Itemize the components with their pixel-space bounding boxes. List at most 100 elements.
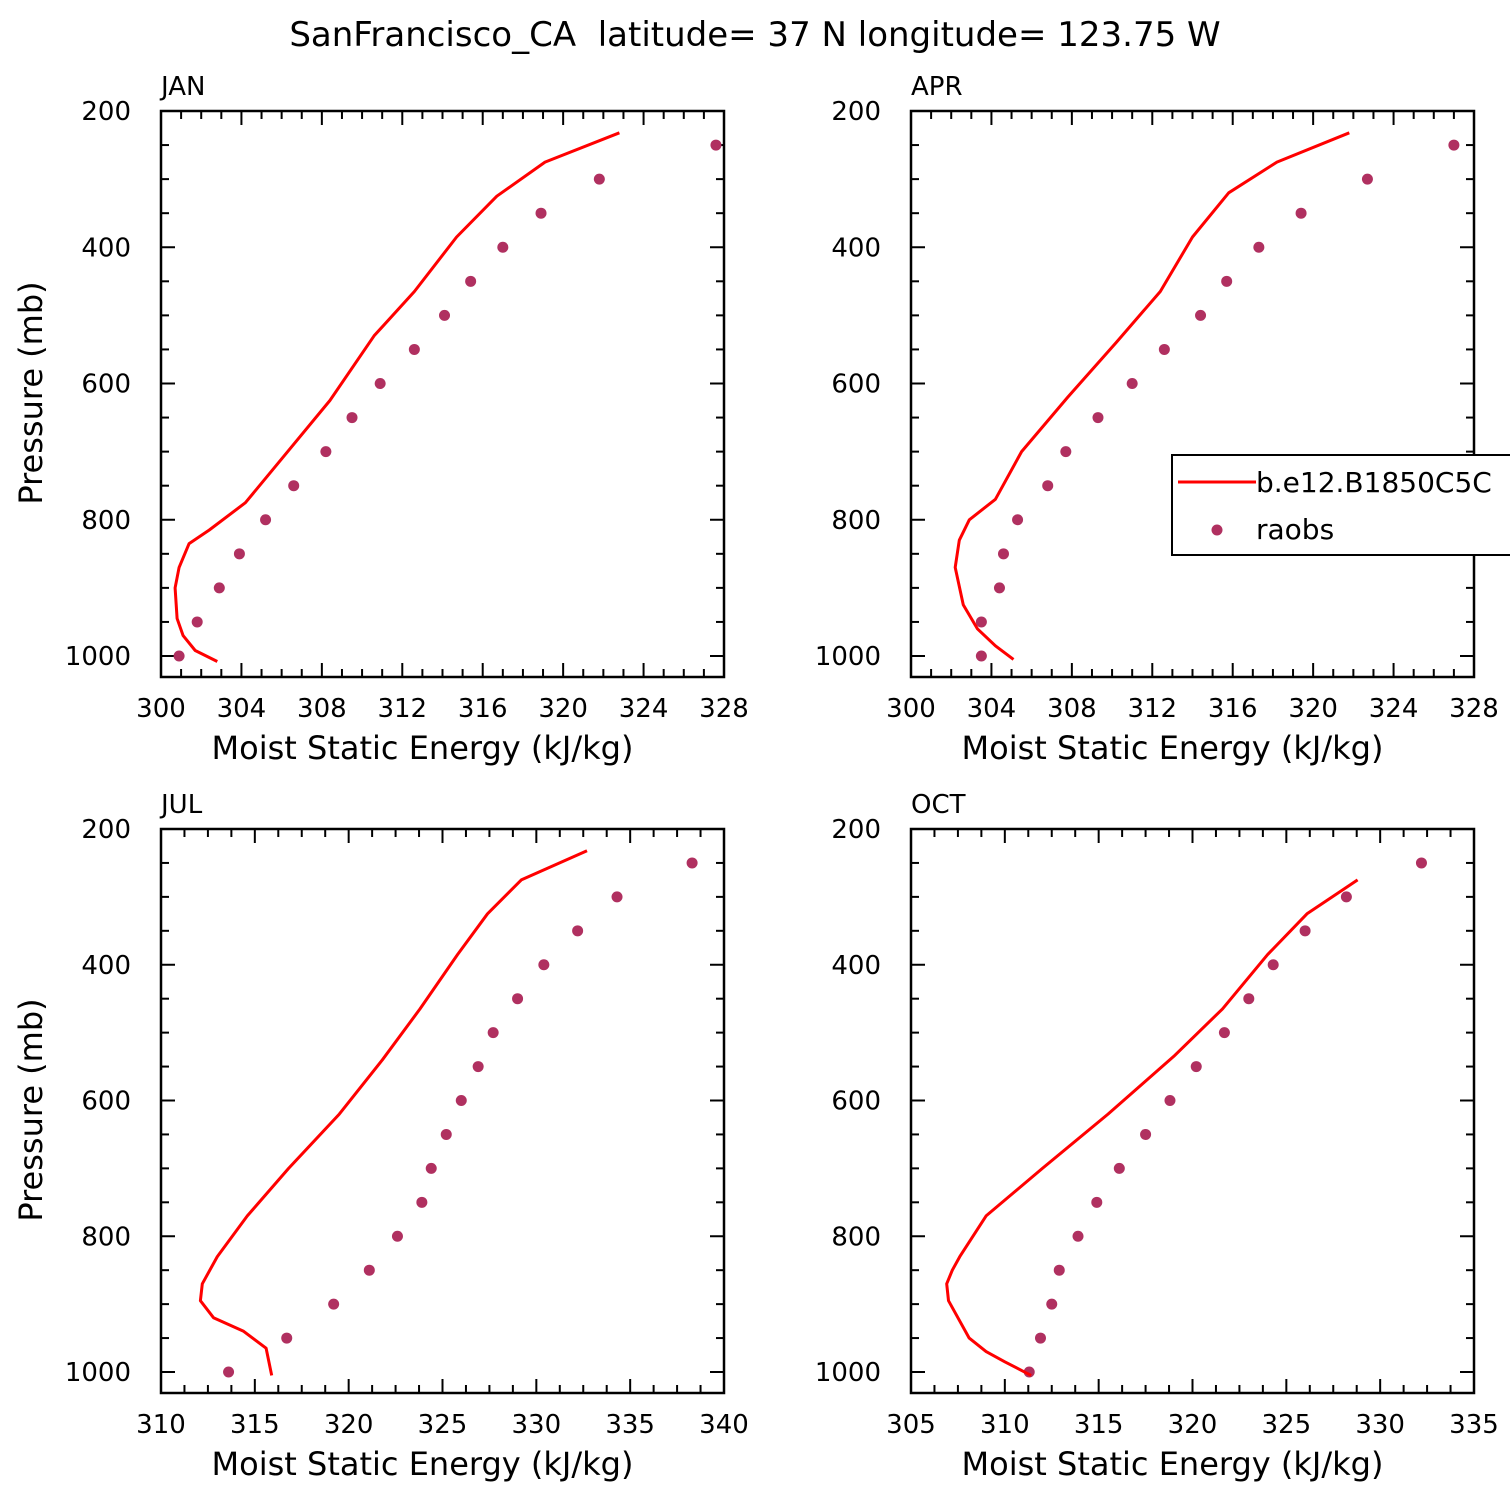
x-tick-label: 325 [418, 1410, 468, 1440]
y-tick-label: 600 [81, 370, 131, 400]
raobs-point [1060, 446, 1072, 458]
raobs-point [1034, 1332, 1046, 1344]
x-tick-label: 340 [699, 1410, 749, 1440]
raobs-point [391, 1230, 403, 1242]
x-tick-label: 335 [1449, 1410, 1499, 1440]
x-tick-label: 315 [230, 1410, 280, 1440]
raobs-point [1253, 241, 1265, 253]
raobs-point [374, 378, 386, 389]
x-axis-title: Moist Static Energy (kJ/kg) [962, 1445, 1384, 1483]
x-tick-label: 312 [377, 694, 427, 724]
y-tick-label: 400 [81, 233, 131, 263]
plot-frame [909, 109, 1476, 679]
plot-area [975, 139, 1460, 662]
raobs-point [472, 1061, 484, 1073]
x-tick-label: 325 [1262, 1410, 1312, 1440]
y-tick-label: 200 [831, 815, 881, 845]
raobs-point [975, 616, 987, 628]
raobs-point [1243, 993, 1255, 1005]
legend-dot-swatch [1211, 524, 1223, 536]
y-tick-label: 600 [831, 370, 881, 400]
x-axis-title: Moist Static Energy (kJ/kg) [962, 729, 1384, 767]
y-axis-title: Pressure (mb) [12, 998, 50, 1221]
raobs-point [408, 343, 420, 355]
x-tick-label: 328 [699, 694, 749, 724]
raobs-point [1158, 343, 1170, 355]
x-tick-label: 310 [980, 1410, 1030, 1440]
raobs-point [593, 173, 605, 185]
y-tick-label: 800 [831, 1222, 881, 1252]
y-tick-label: 1000 [65, 642, 131, 672]
plot-area [223, 857, 698, 1378]
plot-frame [159, 827, 726, 1395]
panel-label: OCT [911, 790, 966, 820]
raobs-point [487, 1027, 499, 1039]
x-tick-label: 305 [886, 1410, 936, 1440]
x-axis-title: Moist Static Energy (kJ/kg) [212, 729, 634, 767]
y-tick-label: 1000 [815, 1358, 881, 1388]
x-tick-label: 324 [619, 694, 669, 724]
raobs-point [1046, 1298, 1058, 1310]
raobs-point [363, 1264, 375, 1276]
legend-dot-label: raobs [1256, 513, 1334, 546]
y-tick-label: 600 [831, 1087, 881, 1117]
panel-apr: 300 304 308 312 316 320 324 328 200 400 600 800 1000… [815, 72, 1510, 767]
x-axis-title: Moist Static Energy (kJ/kg) [212, 1445, 634, 1483]
x-tick-label: 300 [136, 694, 186, 724]
raobs-point [1072, 1230, 1084, 1242]
raobs-point [975, 650, 987, 662]
raobs-point [320, 446, 332, 458]
y-tick-label: 1000 [815, 642, 881, 672]
raobs-point [1218, 1027, 1230, 1039]
panel-label: JAN [159, 72, 205, 102]
x-tick-label: 315 [1074, 1410, 1124, 1440]
x-tick-label: 308 [297, 694, 347, 724]
raobs-point [611, 891, 623, 903]
x-tick-label: 316 [1208, 694, 1258, 724]
x-tick-label: 300 [886, 694, 936, 724]
panel-jul: 310 315 320 325 330 335 340 200 400 600 800 1000 JUL… [12, 790, 749, 1483]
raobs-point [1012, 514, 1024, 526]
raobs-point [1295, 207, 1307, 219]
raobs-point [1091, 1196, 1103, 1208]
y-tick-label: 200 [81, 97, 131, 127]
raobs-point [416, 1196, 428, 1208]
raobs-point [1164, 1095, 1176, 1106]
raobs-point [346, 412, 358, 424]
raobs-point [281, 1332, 293, 1344]
x-tick-label: 308 [1047, 694, 1097, 724]
y-tick-label: 1000 [65, 1358, 131, 1388]
x-tick-label: 324 [1369, 694, 1419, 724]
raobs-point [1361, 173, 1373, 185]
series-line-model [945, 878, 1359, 1377]
series-line-model [198, 849, 588, 1376]
raobs-point [328, 1298, 340, 1310]
plot-frame [159, 109, 726, 679]
legend-box [1171, 454, 1510, 556]
panels-group: 300 304 308 312 316 320 324 328 200 400 600 800 1000… [12, 72, 1510, 1483]
raobs-point [1195, 309, 1207, 321]
raobs-point [465, 275, 477, 287]
raobs-point [425, 1162, 437, 1174]
raobs-point [1340, 891, 1352, 903]
raobs-point [993, 582, 1005, 594]
x-tick-label: 330 [512, 1410, 562, 1440]
plot-frame [909, 827, 1476, 1395]
x-tick-label: 335 [605, 1410, 655, 1440]
x-tick-label: 330 [1355, 1410, 1405, 1440]
plot-area [1023, 857, 1427, 1378]
raobs-point [572, 925, 584, 937]
raobs-point [535, 207, 547, 219]
raobs-point [440, 1128, 452, 1140]
series-line-model [173, 131, 620, 663]
raobs-point [223, 1366, 235, 1378]
y-tick-label: 800 [81, 506, 131, 536]
raobs-point [1190, 1061, 1202, 1073]
figure-title: SanFrancisco_CA latitude= 37 N longitude… [289, 15, 1220, 55]
raobs-point [455, 1095, 467, 1106]
raobs-point [710, 139, 722, 151]
raobs-point [1092, 412, 1104, 424]
y-tick-label: 200 [831, 97, 881, 127]
y-tick-label: 200 [81, 815, 131, 845]
